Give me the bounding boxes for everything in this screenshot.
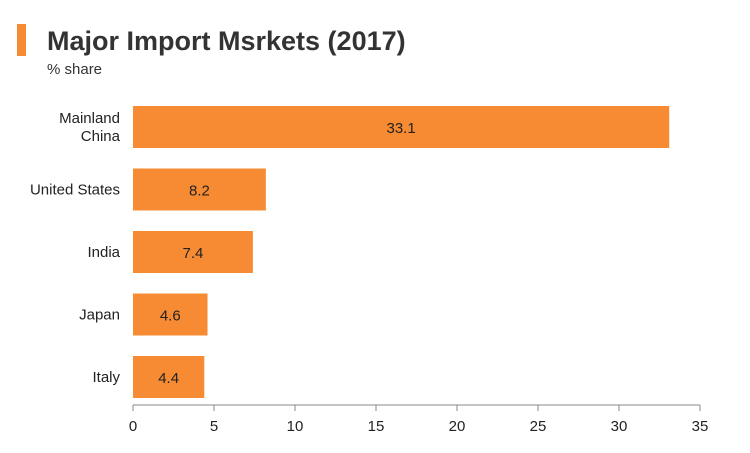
- bar-japan: [133, 293, 208, 336]
- category-label: Italy: [92, 369, 120, 386]
- x-tick-label: 20: [449, 418, 466, 435]
- category-label: Mainland: [59, 110, 120, 127]
- category-label: Japan: [79, 307, 120, 324]
- bar-united-states: [133, 168, 266, 211]
- chart-title: Major Import Msrkets (2017): [47, 26, 406, 56]
- category-label: China: [81, 128, 121, 145]
- category-label: India: [87, 244, 120, 261]
- x-tick-label: 30: [611, 418, 628, 435]
- category-label: United States: [30, 182, 120, 199]
- chart-subtitle: % share: [47, 61, 103, 78]
- x-tick-label: 35: [692, 418, 709, 435]
- bar-italy: [133, 356, 205, 398]
- bars-layer: 33.1 8.2 7.4 4.6 4.4: [133, 106, 670, 398]
- x-tick-label: 0: [129, 418, 137, 435]
- title-marker: [17, 24, 26, 56]
- data-label: 7.4: [183, 245, 204, 262]
- x-tick-label: 5: [210, 418, 218, 435]
- data-label: 4.4: [158, 370, 179, 387]
- bar-mainland-china: [133, 106, 670, 148]
- x-tick-label: 10: [287, 418, 304, 435]
- data-label: 8.2: [189, 183, 210, 200]
- data-label: 33.1: [387, 120, 416, 137]
- x-tick-label: 25: [530, 418, 547, 435]
- x-tick-label: 15: [368, 418, 385, 435]
- x-axis: 0 5 10 15 20 25 30 35: [129, 404, 709, 435]
- bar-india: [133, 231, 253, 273]
- data-label: 4.6: [160, 308, 181, 325]
